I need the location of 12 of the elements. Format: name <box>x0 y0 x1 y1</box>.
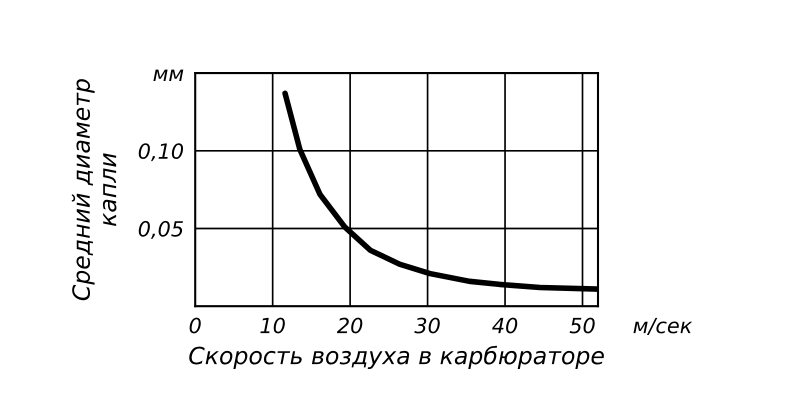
x-tick-label: 0 <box>190 318 201 334</box>
x-axis-title: Скорость воздуха в карбюраторе <box>189 346 604 370</box>
x-tick-label: 20 <box>336 318 362 334</box>
x-tick-label: 50 <box>570 318 595 334</box>
y-tick-label: 0,05 <box>138 220 183 239</box>
x-tick-label: 30 <box>414 318 440 334</box>
y-tick-label: мм <box>153 70 184 81</box>
x-tick-label: 10 <box>260 318 285 334</box>
x-tick-label: 40 <box>492 318 518 334</box>
text: м/сек <box>634 318 692 336</box>
y-tick-label: 0,10 <box>138 143 184 162</box>
y-axis-title: Средний диаметр капли <box>72 79 116 300</box>
